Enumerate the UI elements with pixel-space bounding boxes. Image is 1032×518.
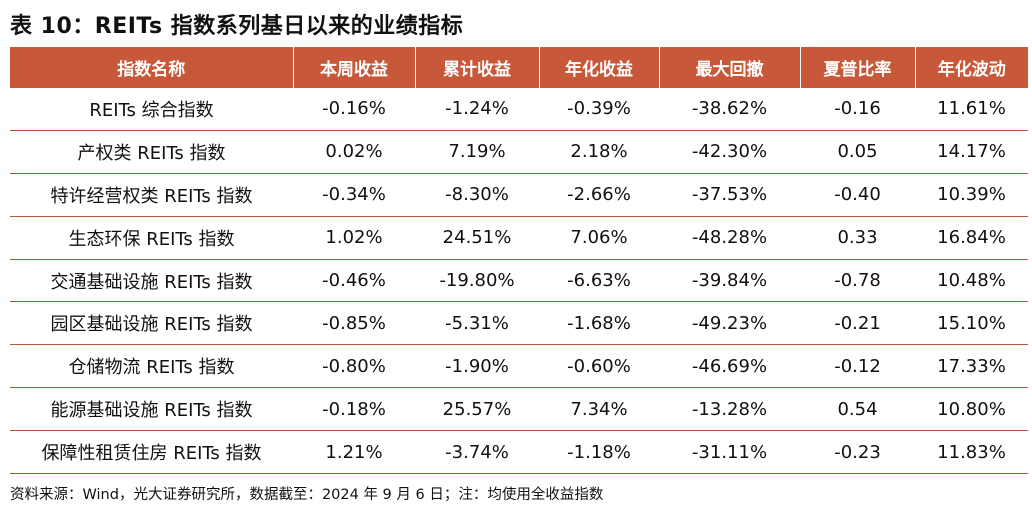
max-drawdown-cell: -37.53% xyxy=(659,173,800,217)
annualized-volatility-cell: 14.17% xyxy=(915,130,1028,174)
sharpe-ratio-cell: 0.05 xyxy=(800,130,915,174)
max-drawdown-cell: -39.84% xyxy=(659,259,800,303)
annualized-return-cell: 7.34% xyxy=(539,387,659,432)
index-name-cell: 交通基础设施 REITs 指数 xyxy=(10,259,293,303)
weekly-return-cell: 1.02% xyxy=(293,216,415,260)
table-row: 仓储物流 REITs 指数 -0.80% -1.90% -0.60% -46.6… xyxy=(10,344,1028,389)
table-row: 能源基础设施 REITs 指数 -0.18% 25.57% 7.34% -13.… xyxy=(10,387,1028,432)
sharpe-ratio-cell: -0.78 xyxy=(800,259,915,303)
index-name-cell: 特许经营权类 REITs 指数 xyxy=(10,173,293,217)
cumulative-return-cell: -1.90% xyxy=(415,344,539,389)
annualized-volatility-cell: 17.33% xyxy=(915,344,1028,389)
sharpe-ratio-cell: 0.33 xyxy=(800,216,915,260)
max-drawdown-cell: -42.30% xyxy=(659,130,800,174)
table-row: 交通基础设施 REITs 指数 -0.46% -19.80% -6.63% -3… xyxy=(10,259,1028,303)
col-header-index-name: 指数名称 xyxy=(10,47,293,88)
max-drawdown-cell: -48.28% xyxy=(659,216,800,260)
max-drawdown-cell: -49.23% xyxy=(659,301,800,346)
weekly-return-cell: 0.02% xyxy=(293,130,415,174)
table-title: 表 10：REITs 指数系列基日以来的业绩指标 xyxy=(10,14,464,39)
table-row: 产权类 REITs 指数 0.02% 7.19% 2.18% -42.30% 0… xyxy=(10,130,1028,174)
cumulative-return-cell: 24.51% xyxy=(415,216,539,260)
sharpe-ratio-cell: 0.54 xyxy=(800,387,915,432)
annualized-volatility-cell: 11.61% xyxy=(915,88,1028,131)
index-name-cell: REITs 综合指数 xyxy=(10,88,293,131)
source-footnote: 资料来源：Wind，光大证券研究所，数据截至：2024 年 9 月 6 日；注：… xyxy=(10,487,604,503)
header-row: 指数名称 本周收益 累计收益 年化收益 最大回撤 夏普比率 年化波动 xyxy=(10,47,1028,88)
index-name-cell: 仓储物流 REITs 指数 xyxy=(10,344,293,389)
col-header-annualized-volatility: 年化波动 xyxy=(914,47,1028,88)
table-row: 特许经营权类 REITs 指数 -0.34% -8.30% -2.66% -37… xyxy=(10,173,1028,217)
sharpe-ratio-cell: -0.21 xyxy=(800,301,915,346)
table-row: 园区基础设施 REITs 指数 -0.85% -5.31% -1.68% -49… xyxy=(10,301,1028,346)
max-drawdown-cell: -13.28% xyxy=(659,387,800,432)
cumulative-return-cell: 7.19% xyxy=(415,130,539,174)
annualized-return-cell: -1.68% xyxy=(539,301,659,346)
annualized-return-cell: -2.66% xyxy=(539,173,659,217)
cumulative-return-cell: -5.31% xyxy=(415,301,539,346)
sharpe-ratio-cell: -0.23 xyxy=(800,430,915,475)
col-header-weekly-return: 本周收益 xyxy=(292,47,415,88)
weekly-return-cell: -0.16% xyxy=(293,88,415,131)
index-name-cell: 保障性租赁住房 REITs 指数 xyxy=(10,430,293,475)
sharpe-ratio-cell: -0.40 xyxy=(800,173,915,217)
annualized-volatility-cell: 16.84% xyxy=(915,216,1028,260)
cumulative-return-cell: 25.57% xyxy=(415,387,539,432)
annualized-volatility-cell: 15.10% xyxy=(915,301,1028,346)
col-header-cumulative-return: 累计收益 xyxy=(414,47,539,88)
max-drawdown-cell: -31.11% xyxy=(659,430,800,475)
index-name-cell: 生态环保 REITs 指数 xyxy=(10,216,293,260)
cumulative-return-cell: -1.24% xyxy=(415,88,539,131)
max-drawdown-cell: -38.62% xyxy=(659,88,800,131)
weekly-return-cell: -0.46% xyxy=(293,259,415,303)
sharpe-ratio-cell: -0.12 xyxy=(800,344,915,389)
weekly-return-cell: -0.80% xyxy=(293,344,415,389)
table-row: 生态环保 REITs 指数 1.02% 24.51% 7.06% -48.28%… xyxy=(10,216,1028,260)
annualized-volatility-cell: 10.80% xyxy=(915,387,1028,432)
annualized-return-cell: 7.06% xyxy=(539,216,659,260)
weekly-return-cell: 1.21% xyxy=(293,430,415,475)
annualized-return-cell: -6.63% xyxy=(539,259,659,303)
annualized-volatility-cell: 10.48% xyxy=(915,259,1028,303)
annualized-return-cell: 2.18% xyxy=(539,130,659,174)
annualized-return-cell: -0.39% xyxy=(539,88,659,131)
cumulative-return-cell: -19.80% xyxy=(415,259,539,303)
weekly-return-cell: -0.18% xyxy=(293,387,415,432)
weekly-return-cell: -0.85% xyxy=(293,301,415,346)
index-name-cell: 园区基础设施 REITs 指数 xyxy=(10,301,293,346)
max-drawdown-cell: -46.69% xyxy=(659,344,800,389)
col-header-annualized-return: 年化收益 xyxy=(538,47,659,88)
sharpe-ratio-cell: -0.16 xyxy=(800,88,915,131)
weekly-return-cell: -0.34% xyxy=(293,173,415,217)
annualized-volatility-cell: 10.39% xyxy=(915,173,1028,217)
table-row: 保障性租赁住房 REITs 指数 1.21% -3.74% -1.18% -31… xyxy=(10,430,1028,475)
table-row: REITs 综合指数 -0.16% -1.24% -0.39% -38.62% … xyxy=(10,88,1028,131)
index-name-cell: 能源基础设施 REITs 指数 xyxy=(10,387,293,432)
annualized-return-cell: -1.18% xyxy=(539,430,659,475)
reits-performance-table: 指数名称 本周收益 累计收益 年化收益 最大回撤 夏普比率 年化波动 REITs… xyxy=(10,47,1028,475)
cumulative-return-cell: -3.74% xyxy=(415,430,539,475)
cumulative-return-cell: -8.30% xyxy=(415,173,539,217)
annualized-volatility-cell: 11.83% xyxy=(915,430,1028,475)
index-name-cell: 产权类 REITs 指数 xyxy=(10,130,293,174)
annualized-return-cell: -0.60% xyxy=(539,344,659,389)
col-header-max-drawdown: 最大回撤 xyxy=(658,47,800,88)
col-header-sharpe-ratio: 夏普比率 xyxy=(799,47,915,88)
